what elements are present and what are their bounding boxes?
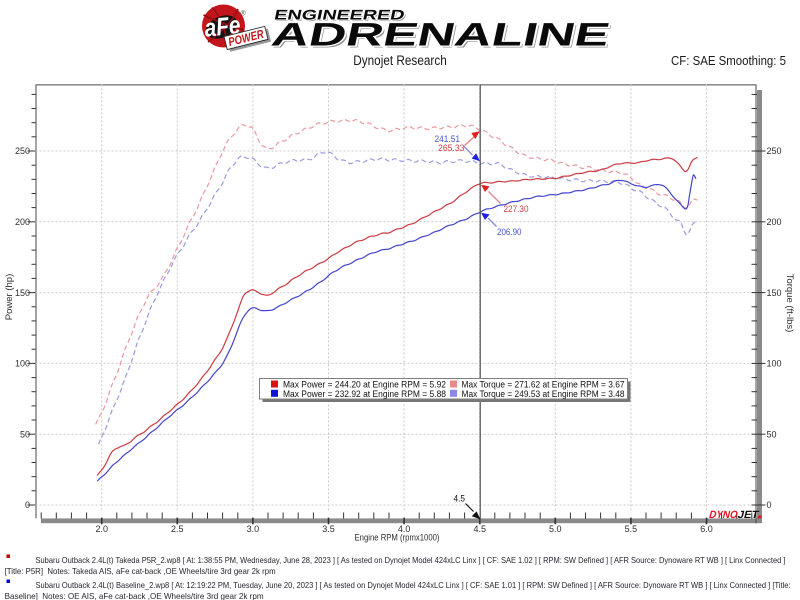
svg-text:Baseline] Notes: OE AIS, aFe: Baseline] Notes: OE AIS, aFe cat-back ,O… <box>5 592 264 600</box>
svg-text:ADRENALINE: ADRENALINE <box>269 16 614 53</box>
svg-text:227.30: 227.30 <box>504 204 529 215</box>
svg-text:3.5: 3.5 <box>322 524 335 534</box>
svg-text:150: 150 <box>15 288 30 298</box>
svg-text:4.5: 4.5 <box>473 524 486 534</box>
svg-text:DYNO: DYNO <box>708 509 739 521</box>
svg-text:50: 50 <box>767 429 777 439</box>
svg-text:150: 150 <box>767 288 782 298</box>
svg-text:Max Power = 244.20 at Engine R: Max Power = 244.20 at Engine RPM = 5.92 <box>283 380 446 390</box>
svg-text:5.0: 5.0 <box>549 524 562 534</box>
svg-text:Subaru Outback 2.4L(t) Takeda: Subaru Outback 2.4L(t) Takeda P5R_2.wp8 … <box>36 556 786 565</box>
svg-text:Dynojet Research: Dynojet Research <box>353 53 447 68</box>
svg-text:200: 200 <box>15 217 30 227</box>
svg-text:2.5: 2.5 <box>171 524 184 534</box>
svg-text:CF: SAE Smoothing: 5: CF: SAE Smoothing: 5 <box>671 53 786 68</box>
svg-text:50: 50 <box>20 429 30 439</box>
svg-text:ENGINEERED: ENGINEERED <box>273 7 406 23</box>
svg-text:265.33: 265.33 <box>438 143 465 154</box>
svg-text:250: 250 <box>15 146 30 156</box>
svg-text:0: 0 <box>25 500 30 510</box>
svg-text:241.51: 241.51 <box>435 134 461 145</box>
svg-text:ENGINEERED: ENGINEERED <box>275 8 408 24</box>
svg-text:Max Torque = 271.62 at Engine: Max Torque = 271.62 at Engine RPM = 3.67 <box>462 380 625 390</box>
svg-text:250: 250 <box>767 146 782 156</box>
svg-text:®: ® <box>241 10 247 18</box>
svg-text:2.0: 2.0 <box>95 524 108 534</box>
svg-text:Subaru Outback 2.4L(t) Baselin: Subaru Outback 2.4L(t) Baseline_2.wp8 [ … <box>36 581 791 590</box>
svg-text:ADRENALINE: ADRENALINE <box>271 18 616 55</box>
svg-text:200: 200 <box>767 217 782 227</box>
svg-text:Torque (ft-lbs): Torque (ft-lbs) <box>784 274 795 333</box>
svg-text:4.0: 4.0 <box>398 524 411 534</box>
svg-text:Max Power = 232.92 at Engine R: Max Power = 232.92 at Engine RPM = 5.88 <box>283 389 446 399</box>
svg-text:Power (hp): Power (hp) <box>4 274 15 320</box>
svg-text:JET: JET <box>736 509 760 521</box>
svg-text:4.5: 4.5 <box>454 494 466 505</box>
svg-text:Max Torque = 249.53 at Engine: Max Torque = 249.53 at Engine RPM = 3.48 <box>462 389 625 399</box>
svg-text:Engine RPM (rpmx1000): Engine RPM (rpmx1000) <box>355 533 440 543</box>
svg-text:100: 100 <box>767 359 782 369</box>
svg-text:6.0: 6.0 <box>700 524 713 534</box>
svg-text:5.5: 5.5 <box>625 524 638 534</box>
svg-text:100: 100 <box>15 359 30 369</box>
svg-text:206.90: 206.90 <box>497 227 522 238</box>
svg-text:[Title: P5R] Notes: Takeda AI: [Title: P5R] Notes: Takeda AIS, aFe cat-… <box>5 567 276 576</box>
svg-text:3.0: 3.0 <box>247 524 260 534</box>
svg-text:0: 0 <box>767 500 772 510</box>
